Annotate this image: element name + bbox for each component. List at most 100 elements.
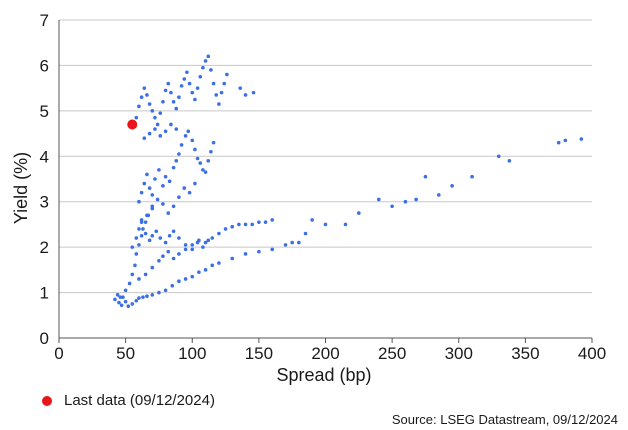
data-point [127, 281, 132, 286]
data-point [170, 283, 175, 288]
data-point [142, 86, 147, 90]
x-tick-label: 300 [445, 344, 473, 363]
data-point [243, 93, 248, 97]
data-point [154, 229, 159, 234]
y-axis-label: Yield (%) [11, 152, 31, 224]
data-point [126, 304, 131, 309]
data-point [203, 268, 208, 272]
scatter-chart: 0 1 2 3 4 5 6 7 0 50 100 150 200 250 300 350 400 Spread … [11, 11, 606, 385]
data-point [423, 174, 428, 179]
data-point [251, 90, 256, 95]
data-point [183, 247, 188, 252]
data-point [147, 131, 152, 136]
y-tick-label: 3 [40, 193, 49, 212]
data-point [211, 81, 216, 86]
data-point [201, 168, 205, 172]
data-point [143, 231, 148, 236]
data-point [167, 233, 172, 238]
data-point [414, 197, 418, 202]
x-axis-label: Spread (bp) [276, 365, 371, 385]
data-point [187, 81, 192, 86]
data-point [130, 272, 135, 277]
data-point [193, 147, 197, 152]
data-point [209, 68, 213, 72]
data-point [222, 81, 227, 86]
data-point [203, 59, 208, 63]
data-point [141, 227, 145, 231]
data-point [177, 279, 181, 284]
legend: Last data (09/12/2024) [42, 392, 215, 409]
data-point [257, 249, 261, 254]
data-point [190, 274, 195, 279]
data-point [193, 181, 197, 186]
data-point [117, 300, 121, 305]
data-point [166, 81, 171, 86]
gridlines [59, 19, 592, 294]
data-point [130, 245, 135, 249]
data-point [201, 65, 205, 70]
data-point [139, 190, 144, 195]
data-point [230, 256, 235, 261]
data-point [206, 54, 211, 59]
data-point [209, 149, 213, 154]
data-point [150, 265, 155, 270]
data-point [161, 254, 165, 259]
data-point [450, 184, 454, 188]
data-point [137, 296, 141, 300]
data-point [157, 168, 161, 172]
last-data-point-marker [127, 119, 138, 130]
data-point [203, 240, 208, 245]
data-point [210, 263, 215, 268]
data-point [158, 134, 163, 138]
data-point [150, 233, 155, 238]
data-point [113, 297, 117, 302]
data-point [155, 122, 160, 127]
data-points [113, 54, 584, 309]
data-point [155, 197, 160, 202]
data-point [579, 137, 584, 141]
y-tick-label: 6 [40, 56, 49, 75]
data-point [119, 303, 124, 308]
data-point [179, 143, 184, 147]
data-point [217, 102, 221, 106]
data-point [163, 129, 168, 134]
data-point [263, 220, 268, 224]
source-note: Source: LSEG Datastream, 09/12/2024 [391, 412, 618, 427]
x-tick-label: 250 [378, 344, 406, 363]
data-point [193, 97, 197, 102]
data-point [183, 134, 188, 138]
data-point [257, 220, 261, 224]
data-point [507, 159, 512, 163]
data-point [174, 106, 179, 111]
data-point [161, 202, 165, 206]
y-tick-label: 2 [40, 238, 49, 257]
data-point [182, 77, 187, 81]
data-point [171, 229, 176, 234]
data-point [211, 140, 216, 145]
data-point [123, 299, 128, 304]
data-point [150, 193, 155, 197]
data-point [283, 243, 288, 247]
data-point [206, 159, 211, 163]
data-point [147, 238, 152, 243]
data-point [182, 186, 187, 190]
data-point [377, 197, 381, 202]
data-point [177, 95, 181, 100]
y-tick-label: 0 [40, 329, 49, 348]
data-point [130, 302, 135, 306]
y-tick-label: 7 [40, 11, 49, 30]
data-point [190, 90, 195, 95]
data-point [153, 127, 157, 131]
data-point [134, 115, 139, 120]
data-point [185, 70, 189, 75]
x-tick-label: 150 [245, 344, 273, 363]
data-point [145, 294, 149, 299]
data-point [470, 174, 474, 179]
data-point [174, 127, 179, 131]
data-point [230, 224, 235, 229]
data-point [171, 99, 176, 104]
data-point [214, 93, 219, 97]
data-point [141, 295, 145, 299]
data-point [179, 84, 184, 88]
data-point [243, 252, 248, 256]
